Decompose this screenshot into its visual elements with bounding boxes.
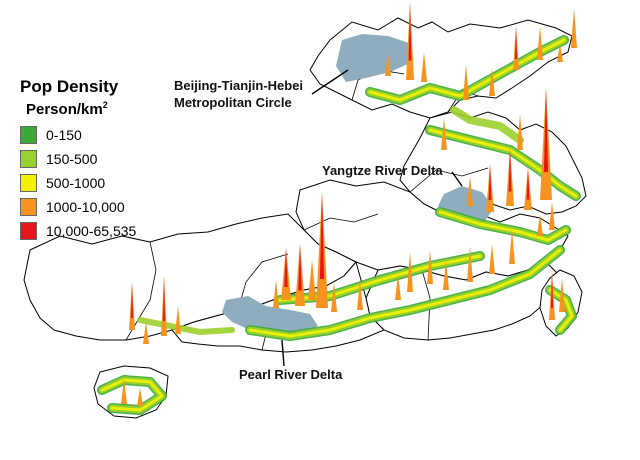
density-spike (121, 378, 127, 404)
yangtze-annotation: Yangtze River Delta (322, 163, 443, 178)
density-spike-core (408, 2, 412, 61)
density-spike (441, 118, 447, 150)
beijing-annotation: Beijing-Tianjin-Hebei Metropolitan Circl… (174, 77, 303, 111)
density-spike (143, 322, 149, 344)
density-spike-core (508, 148, 512, 192)
density-spike-core (526, 168, 530, 200)
metropolitan-highlight (222, 296, 318, 336)
legend-swatch (20, 174, 37, 192)
legend-label: 1000-10,000 (46, 199, 125, 215)
leader-line (281, 339, 285, 367)
metropolitan-highlights (222, 34, 494, 336)
density-spike (489, 244, 495, 274)
density-spike-core (514, 26, 518, 59)
density-spike (407, 252, 413, 292)
density-spike (489, 68, 495, 96)
density-spike (571, 8, 577, 48)
density-spike (549, 202, 555, 230)
density-band (137, 317, 235, 335)
density-spike (357, 280, 363, 310)
density-spike-core (284, 248, 288, 287)
legend-title: Pop Density (20, 77, 119, 96)
density-band (428, 128, 578, 198)
density-spike (537, 214, 543, 236)
legend-swatch (20, 198, 37, 216)
density-spike-core (488, 164, 492, 200)
pearl-annotation: Pearl River Delta (239, 367, 343, 382)
density-spike (331, 282, 337, 312)
density-spike (137, 388, 143, 406)
province-border (237, 253, 289, 311)
legend-swatch (20, 150, 37, 168)
density-spike (557, 44, 563, 62)
province-border (409, 167, 489, 193)
density-spike (427, 250, 433, 284)
annotation-leader-lines (281, 69, 463, 367)
density-band (438, 210, 568, 242)
province-border (421, 269, 431, 341)
density-spike (273, 280, 279, 308)
density-spike-core (130, 282, 134, 318)
density-spike-core (550, 272, 554, 308)
density-spike (385, 54, 391, 76)
legend-label: 0-150 (46, 127, 82, 143)
density-spike-core (319, 192, 325, 279)
leader-line (311, 69, 349, 95)
density-spike-core (162, 276, 166, 321)
density-spikes (121, 2, 577, 406)
density-band (248, 248, 562, 338)
density-spike (559, 278, 565, 312)
legend-label: 10,000-65,535 (46, 223, 137, 239)
density-spike (467, 246, 473, 282)
density-spike (308, 260, 316, 300)
density-spike (421, 52, 427, 82)
density-band (100, 378, 164, 412)
legend-unit: Person/km2 (26, 100, 108, 118)
beijing-annotation-line2: Metropolitan Circle (174, 95, 292, 110)
density-band (450, 106, 524, 144)
density-spike (443, 260, 449, 290)
beijing-annotation-line1: Beijing-Tianjin-Hebei (174, 78, 304, 93)
density-band (548, 288, 574, 332)
province-border (303, 213, 379, 231)
legend-label: 500-1000 (46, 175, 106, 191)
density-spike (509, 230, 515, 264)
density-spike (395, 274, 401, 300)
density-spike (537, 26, 543, 60)
density-spike (517, 114, 523, 150)
legend-swatch (20, 222, 37, 240)
density-spike-core (543, 88, 549, 172)
density-spike (467, 176, 473, 206)
density-spike (175, 306, 181, 334)
leader-line (451, 171, 463, 187)
metropolitan-highlight (336, 34, 412, 82)
density-spike (463, 64, 469, 100)
density-spike-core (298, 244, 302, 291)
legend-label: 150-500 (46, 151, 98, 167)
legend-swatch (20, 126, 37, 144)
